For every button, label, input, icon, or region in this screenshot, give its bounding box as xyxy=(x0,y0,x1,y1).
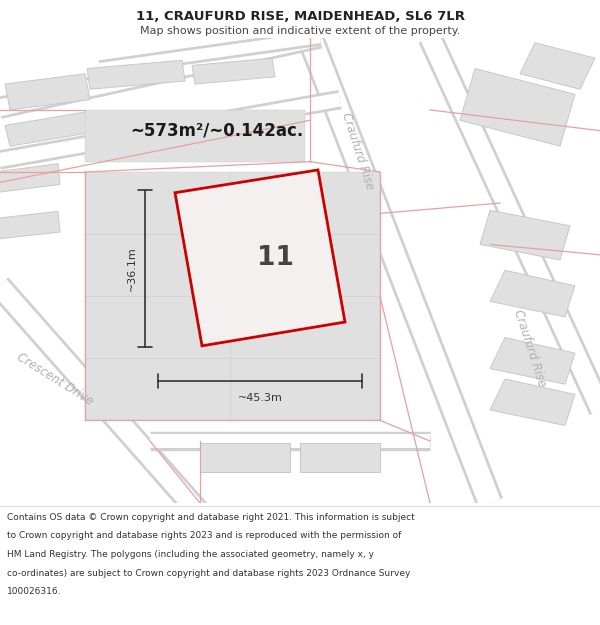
Polygon shape xyxy=(520,42,595,89)
Polygon shape xyxy=(480,210,570,260)
Polygon shape xyxy=(5,112,90,146)
Polygon shape xyxy=(85,172,380,421)
Polygon shape xyxy=(490,338,575,384)
Text: co-ordinates) are subject to Crown copyright and database rights 2023 Ordnance S: co-ordinates) are subject to Crown copyr… xyxy=(7,569,410,578)
Polygon shape xyxy=(300,443,380,472)
Text: to Crown copyright and database rights 2023 and is reproduced with the permissio: to Crown copyright and database rights 2… xyxy=(7,531,401,540)
Polygon shape xyxy=(175,170,345,346)
Polygon shape xyxy=(85,110,305,162)
Text: Craufurd Rise: Craufurd Rise xyxy=(340,111,377,191)
Polygon shape xyxy=(460,69,575,146)
Polygon shape xyxy=(490,379,575,426)
Text: Contains OS data © Crown copyright and database right 2021. This information is : Contains OS data © Crown copyright and d… xyxy=(7,512,415,521)
Polygon shape xyxy=(0,164,60,192)
Polygon shape xyxy=(192,58,275,84)
Text: 11: 11 xyxy=(257,244,293,271)
Text: ~36.1m: ~36.1m xyxy=(127,246,137,291)
Text: HM Land Registry. The polygons (including the associated geometry, namely x, y: HM Land Registry. The polygons (includin… xyxy=(7,550,374,559)
Text: Craufurd Rise: Craufurd Rise xyxy=(511,308,548,388)
Text: 100026316.: 100026316. xyxy=(7,588,62,596)
Text: Crescent Drive: Crescent Drive xyxy=(14,350,95,408)
Polygon shape xyxy=(200,443,290,472)
Polygon shape xyxy=(5,74,90,110)
Polygon shape xyxy=(0,211,60,239)
Text: ~573m²/~0.142ac.: ~573m²/~0.142ac. xyxy=(130,122,303,139)
Text: 11, CRAUFURD RISE, MAIDENHEAD, SL6 7LR: 11, CRAUFURD RISE, MAIDENHEAD, SL6 7LR xyxy=(136,10,464,23)
Text: Map shows position and indicative extent of the property.: Map shows position and indicative extent… xyxy=(140,26,460,36)
Text: ~45.3m: ~45.3m xyxy=(238,394,283,404)
Polygon shape xyxy=(87,60,185,89)
Polygon shape xyxy=(490,270,575,317)
